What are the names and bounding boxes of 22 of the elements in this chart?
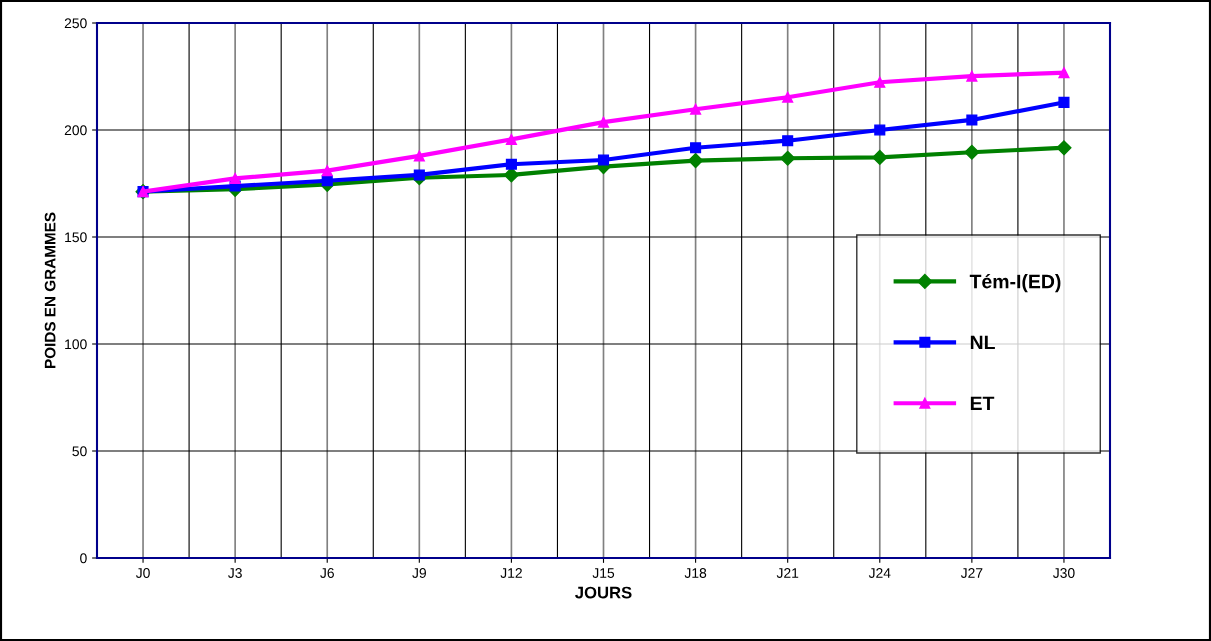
y-tick-label: 250 (64, 18, 87, 29)
y-tick-label: 150 (65, 232, 87, 243)
x-axis-title: JOURS (575, 586, 632, 599)
y-axis-title: POIDS EN GRAMMES (44, 212, 56, 368)
x-tick-label: J6 (320, 568, 334, 578)
y-tick-label: 100 (65, 339, 87, 350)
legend-label: ET (970, 396, 995, 411)
x-tick-label: J21 (776, 568, 799, 578)
y-tick-label: 200 (64, 125, 87, 136)
x-tick-label: J9 (412, 568, 426, 578)
x-tick-label: J15 (592, 568, 615, 578)
x-tick-label: J12 (500, 568, 522, 578)
legend-label: Tém-I(ED) (969, 273, 1061, 293)
x-tick-label: J27 (960, 568, 983, 578)
y-tick-label: 50 (72, 446, 87, 457)
x-tick-label: J24 (868, 568, 891, 578)
y-tick-label: 0 (80, 553, 87, 564)
legend-label: NL (970, 335, 995, 350)
x-tick-label: J30 (1052, 568, 1075, 578)
x-tick-label: J0 (135, 568, 150, 578)
x-tick-label: J3 (228, 568, 242, 578)
x-tick-label: J18 (684, 568, 707, 578)
